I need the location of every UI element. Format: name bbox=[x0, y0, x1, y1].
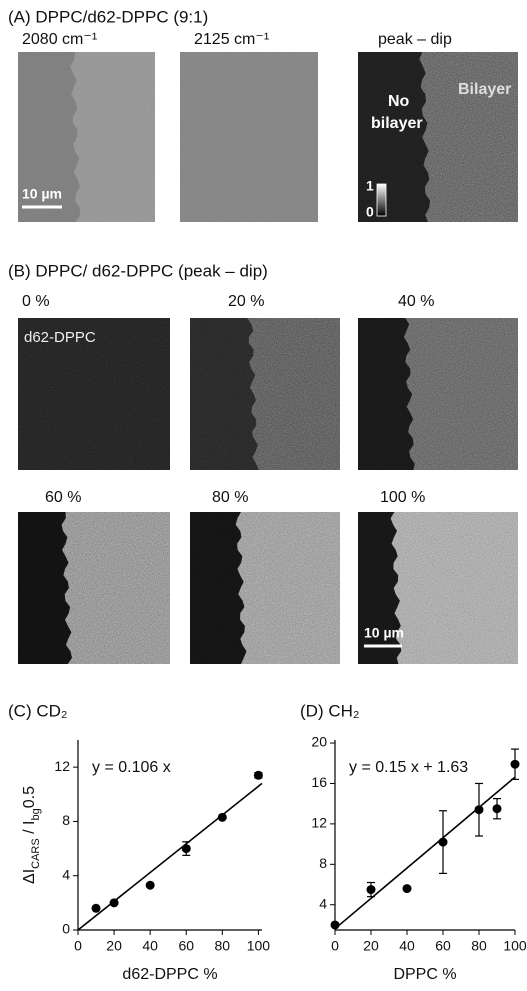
image-noise bbox=[18, 52, 155, 222]
x-axis-label: d62-DPPC % bbox=[122, 966, 217, 983]
image-label: peak – dip bbox=[378, 31, 452, 48]
point bbox=[181, 844, 191, 854]
x-axis-label: DPPC % bbox=[393, 966, 456, 983]
y-axis-label: ΔICARS / Ibg0.5 bbox=[21, 786, 42, 884]
x-tick-label: 80 bbox=[471, 938, 487, 954]
image-label: 60 % bbox=[45, 489, 81, 506]
image-group bbox=[18, 52, 518, 222]
fit-equation: y = 0.15 x + 1.63 bbox=[349, 759, 468, 776]
x-tick-label: 0 bbox=[331, 938, 339, 954]
y-axis-label-part: CARS bbox=[30, 838, 42, 869]
point bbox=[217, 812, 227, 822]
chart-title: (D) CH₂ bbox=[300, 701, 359, 720]
y-tick-label: 4 bbox=[62, 866, 70, 882]
fit-line bbox=[334, 776, 516, 930]
image-noise bbox=[190, 318, 340, 470]
x-tick-label: 20 bbox=[363, 938, 379, 954]
y-axis-label-part: bg bbox=[30, 808, 42, 820]
annotation: Bilayer bbox=[458, 81, 511, 98]
colorbar bbox=[376, 183, 387, 217]
x-tick-label: 40 bbox=[142, 938, 158, 954]
image-noise bbox=[18, 318, 170, 470]
y-tick-label: 12 bbox=[54, 758, 70, 774]
y-tick-label: 0 bbox=[62, 921, 70, 937]
annotation: bilayer bbox=[371, 115, 423, 132]
y-tick-label: 20 bbox=[311, 734, 327, 750]
annotation: No bbox=[388, 93, 410, 110]
y-axis-label-part: ΔI bbox=[21, 869, 38, 884]
scale-bar-label: 10 µm bbox=[364, 625, 404, 641]
point bbox=[474, 805, 484, 815]
x-tick-label: 20 bbox=[106, 938, 122, 954]
chart-title: (C) CD₂ bbox=[8, 701, 67, 720]
x-tick-label: 40 bbox=[399, 938, 415, 954]
point bbox=[492, 804, 502, 814]
point bbox=[253, 770, 263, 780]
x-tick-label: 100 bbox=[247, 938, 271, 954]
image-group bbox=[18, 318, 518, 664]
fit-line bbox=[77, 782, 263, 931]
image-label: 20 % bbox=[228, 293, 264, 310]
image-label: 2125 cm⁻¹ bbox=[194, 31, 269, 48]
point bbox=[510, 759, 520, 769]
image-label: 2080 cm⁻¹ bbox=[22, 31, 97, 48]
annotation: d62-DPPC bbox=[24, 329, 96, 346]
point bbox=[402, 884, 412, 894]
point bbox=[366, 885, 376, 895]
scale-bar-label: 10 µm bbox=[22, 186, 62, 202]
point bbox=[438, 837, 448, 847]
x-tick-label: 60 bbox=[435, 938, 451, 954]
y-tick-label: 16 bbox=[311, 774, 327, 790]
point bbox=[91, 903, 101, 913]
y-tick-label: 8 bbox=[62, 812, 70, 828]
y-tick-label: 8 bbox=[319, 855, 327, 871]
x-tick-label: 0 bbox=[74, 938, 82, 954]
image-noise bbox=[358, 318, 518, 470]
image-noise bbox=[180, 52, 318, 222]
colorbar-label: 1 bbox=[366, 178, 374, 194]
image-noise bbox=[190, 512, 340, 664]
y-axis-label-part: / I bbox=[21, 821, 38, 839]
panel-label: (A) DPPC/d62-DPPC (9:1) bbox=[8, 7, 208, 26]
x-tick-label: 100 bbox=[503, 938, 527, 954]
x-tick-label: 80 bbox=[215, 938, 231, 954]
image-label: 0 % bbox=[22, 293, 50, 310]
y-tick-label: 12 bbox=[311, 815, 327, 831]
image-label: 40 % bbox=[398, 293, 434, 310]
point bbox=[330, 920, 340, 930]
point bbox=[145, 880, 155, 890]
point bbox=[109, 898, 119, 908]
colorbar-label: 0 bbox=[366, 204, 374, 220]
image-label: 80 % bbox=[212, 489, 248, 506]
x-tick-label: 60 bbox=[178, 938, 194, 954]
y-tick-label: 4 bbox=[319, 895, 327, 911]
image-noise bbox=[18, 512, 170, 664]
image-label: 100 % bbox=[380, 489, 425, 506]
fit-equation: y = 0.106 x bbox=[92, 759, 171, 776]
image-noise bbox=[358, 512, 518, 664]
panel-label: (B) DPPC/ d62-DPPC (peak – dip) bbox=[8, 261, 268, 280]
y-axis-label-part: 0.5 bbox=[21, 786, 38, 808]
